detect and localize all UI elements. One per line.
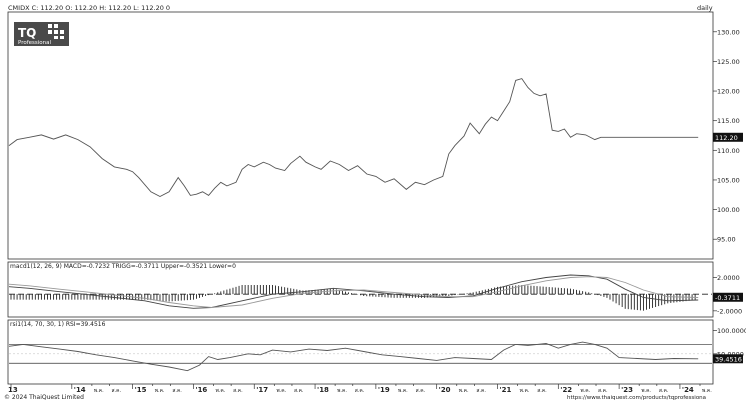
x-tick-label: พ.ค. (702, 388, 712, 394)
copyright: © 2024 ThaiQuest Limited (4, 394, 84, 401)
y-tick-label: 125.00 (717, 58, 740, 66)
y-tick-label: 110.00 (717, 147, 740, 155)
tq-logo: TQ Professional (14, 22, 69, 46)
logo-subtitle: Professional (18, 40, 52, 46)
macd-plot: 2.0000 -2.0000 -0.3711 (8, 274, 743, 315)
x-tick-label: '22 (560, 386, 572, 394)
x-tick-label: พ.ค. (337, 388, 347, 394)
logo-text: TQ (18, 26, 36, 40)
y-tick-label: 100.0000 (717, 327, 746, 335)
x-tick-label: '18 (317, 386, 329, 394)
price-line (8, 78, 699, 198)
x-tick-label: พ.ค. (520, 388, 530, 394)
x-tick-label: '20 (439, 386, 451, 394)
x-tick-label: 13 (8, 386, 18, 394)
macd-panel (7, 261, 714, 318)
y-tick-label: 95.00 (717, 236, 736, 244)
x-tick-label: '23 (621, 386, 633, 394)
x-tick-label: ส.ค. (537, 388, 547, 394)
x-tick-label: ส.ค. (294, 388, 304, 394)
macd-label: macd1(12, 26, 9) MACD=-0.7232 TRIGG=-0.3… (10, 263, 236, 270)
last-value-marker (713, 292, 743, 302)
y-tick-label: 115.00 (717, 117, 740, 125)
source-url: https://www.thaiquest.com/products/tqpro… (567, 395, 706, 401)
symbol-info: CMIDX C: 112.20 O: 112.20 H: 112.20 L: 1… (8, 4, 170, 12)
x-tick-label: ส.ค. (598, 388, 608, 394)
x-tick-label: พ.ค. (398, 388, 408, 394)
x-tick-label: ส.ค. (659, 388, 669, 394)
x-tick-label: พ.ค. (641, 388, 651, 394)
x-tick-label: '14 (74, 386, 86, 394)
trigger-line (8, 276, 699, 308)
last-value-marker (713, 132, 743, 142)
x-tick-label: '16 (195, 386, 207, 394)
rsi-line (8, 341, 699, 372)
x-tick-label: พ.ค. (94, 388, 104, 394)
y-tick-label: 120.00 (717, 88, 740, 96)
x-tick-label: ส.ค. (476, 388, 486, 394)
x-tick-label: '24 (682, 386, 694, 394)
x-tick-label: ส.ค. (355, 388, 365, 394)
y-tick-label: 130.00 (717, 28, 740, 36)
x-tick-label: ส.ค. (112, 388, 122, 394)
rsi-label: rsi1(14, 70, 30, 1) RSI=39.4516 (10, 321, 106, 328)
x-tick-label: พ.ค. (276, 388, 286, 394)
x-axis: 13 '14 พ.ค. ส.ค. '15 พ.ค. ส.ค. '16 พ.ค. ส.ค. '17 พ.… (8, 384, 712, 394)
y-tick-label: 100.00 (717, 206, 740, 214)
last-value-label: -0.3711 (715, 294, 740, 302)
last-value-label: 39.4516 (715, 355, 742, 363)
x-tick-label: ส.ค. (233, 388, 243, 394)
x-tick-label: พ.ค. (155, 388, 165, 394)
x-tick-label: พ.ค. (216, 388, 226, 394)
x-tick-label: '19 (378, 386, 390, 394)
y-tick-label: -2.0000 (717, 307, 742, 315)
x-tick-label: พ.ค. (459, 388, 469, 394)
rsi-panel (7, 319, 714, 385)
period-label: daily (697, 4, 713, 12)
x-tick-label: ส.ค. (416, 388, 426, 394)
y-tick-label: 105.00 (717, 176, 740, 184)
x-tick-label: '15 (135, 386, 147, 394)
last-value-label: 112.20 (715, 134, 738, 142)
x-tick-label: '21 (499, 386, 511, 394)
x-tick-label: ส.ค. (172, 388, 182, 394)
price-plot: 95.00 100.00 105.00 110.00 115.00 120.00 125.0… (8, 28, 743, 244)
last-value-marker (713, 354, 743, 364)
x-tick-label: พ.ค. (580, 388, 590, 394)
y-tick-label: 2.0000 (717, 274, 740, 282)
x-tick-label: '17 (256, 386, 268, 394)
